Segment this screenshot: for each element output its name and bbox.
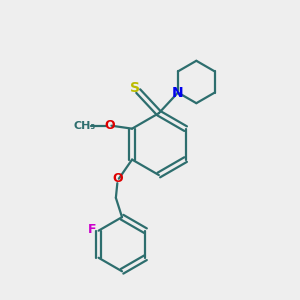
Text: S: S	[130, 81, 140, 94]
Text: O: O	[112, 172, 123, 185]
Text: CH₃: CH₃	[73, 121, 95, 131]
Text: F: F	[88, 223, 96, 236]
Text: N: N	[172, 85, 184, 100]
Text: O: O	[105, 119, 115, 132]
